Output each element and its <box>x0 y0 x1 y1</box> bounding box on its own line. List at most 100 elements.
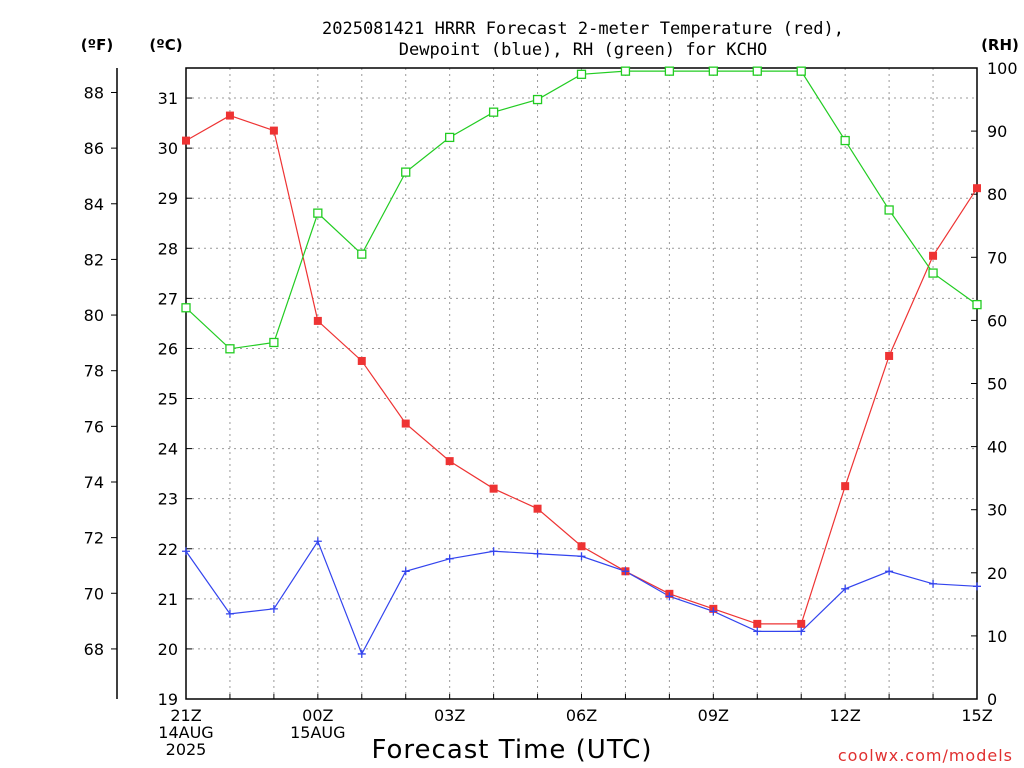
rh-point <box>840 135 850 146</box>
x-tick-label: 03Z <box>434 706 465 725</box>
rh-point <box>620 66 631 76</box>
celsius-unit-label: (ºC) <box>149 36 182 54</box>
rh-tick-label: 60 <box>987 311 1007 330</box>
rh-point <box>928 268 938 278</box>
celsius-tick-label: 23 <box>158 490 178 509</box>
dewpoint-point <box>753 627 762 636</box>
x-axis-title: Forecast Time (UTC) <box>371 735 652 765</box>
celsius-tick-label: 31 <box>158 89 178 108</box>
axes <box>111 67 978 700</box>
fahrenheit-tick-label: 78 <box>84 362 104 381</box>
dewpoint-point <box>269 604 278 613</box>
rh-point <box>181 303 191 313</box>
x-tick-label: 00Z <box>302 706 333 725</box>
temperature-point <box>269 126 278 135</box>
dewpoint-point <box>841 584 850 593</box>
source-credit: coolwx.com/models <box>838 746 1013 765</box>
rh-tick-label: 10 <box>987 627 1007 646</box>
temperature-point <box>885 351 894 360</box>
x-tick-label: 15Z <box>961 706 992 725</box>
dewpoint-point <box>533 549 542 558</box>
rh-tick-label: 0 <box>987 690 997 709</box>
x-tick-label: 06Z <box>566 706 597 725</box>
temperature-point <box>182 136 190 145</box>
dewpoint-point <box>885 567 894 576</box>
temperature-point <box>753 619 762 628</box>
dewpoint-point <box>577 552 586 561</box>
rh-point <box>225 344 235 354</box>
rh-point <box>664 66 675 76</box>
dewpoint-point <box>797 627 806 636</box>
fahrenheit-unit-label: (ºF) <box>81 36 113 54</box>
rh-tick-label: 90 <box>987 122 1007 141</box>
rh-tick-label: 40 <box>987 438 1007 457</box>
chart-title-line2: Dewpoint (blue), RH (green) for KCHO <box>399 40 767 60</box>
plot-frame <box>185 67 978 700</box>
x-tick-label: 09Z <box>698 706 729 725</box>
dewpoint-point <box>621 567 630 576</box>
celsius-tick-label: 29 <box>158 189 178 208</box>
fahrenheit-tick-label: 68 <box>84 640 104 659</box>
dewpoint-point <box>357 649 366 658</box>
celsius-tick-label: 30 <box>158 139 178 158</box>
temperature-point <box>973 184 981 193</box>
rh-point <box>532 94 543 105</box>
dewpoint-point <box>182 547 190 556</box>
dewpoint-point <box>929 579 938 588</box>
celsius-tick-label: 19 <box>158 690 178 709</box>
grid-lines <box>186 68 977 699</box>
rh-point <box>313 208 323 218</box>
fahrenheit-tick-label: 86 <box>84 139 104 158</box>
fahrenheit-tick-label: 72 <box>84 529 104 548</box>
celsius-tick-label: 28 <box>158 239 178 258</box>
rh-point <box>708 66 718 76</box>
rh-point <box>401 167 411 177</box>
temperature-point <box>489 484 498 493</box>
celsius-tick-label: 24 <box>158 440 178 459</box>
rh-point <box>972 299 982 310</box>
rh-tick-label: 100 <box>987 59 1018 78</box>
rh-point <box>796 66 806 76</box>
x-tick-label: 14AUG <box>158 723 213 742</box>
rh-point <box>488 107 499 117</box>
dewpoint-point <box>225 609 234 618</box>
temperature-point <box>445 457 454 466</box>
temperature-point <box>401 419 410 428</box>
temperature-point <box>841 482 850 491</box>
celsius-tick-label: 22 <box>158 540 178 559</box>
fahrenheit-tick-label: 76 <box>84 417 104 436</box>
fahrenheit-tick-label: 80 <box>84 306 104 325</box>
rh-point <box>269 337 279 348</box>
rh-unit-label: (RH) <box>981 36 1019 54</box>
celsius-tick-label: 25 <box>158 390 178 409</box>
rh-tick-label: 80 <box>987 185 1007 204</box>
rh-tick-label: 30 <box>987 501 1007 520</box>
fahrenheit-tick-label: 70 <box>84 584 104 603</box>
dewpoint-point <box>445 554 454 563</box>
rh-series-line <box>185 70 978 350</box>
rh-point <box>884 205 894 215</box>
dewpoint-point <box>313 537 322 546</box>
dewpoint-point <box>489 547 498 556</box>
dewpoint-point <box>973 582 981 591</box>
x-tick-label: 2025 <box>166 740 207 759</box>
rh-point <box>752 66 762 76</box>
series-markers <box>181 66 982 658</box>
celsius-tick-label: 27 <box>158 289 178 308</box>
x-tick-label: 21Z <box>170 706 201 725</box>
tick-labels: 19 20 21 22 23 24 25 26 27 28 29 30 31 68 70 72 74 76 78 80… <box>84 59 1018 759</box>
rh-point <box>445 132 455 143</box>
temperature-point <box>797 619 806 628</box>
temperature-point <box>929 251 938 260</box>
dewpoint-point <box>709 607 718 616</box>
temperature-point <box>313 316 322 325</box>
rh-tick-label: 70 <box>987 248 1007 267</box>
fahrenheit-tick-label: 82 <box>84 250 104 269</box>
rh-tick-label: 50 <box>987 375 1007 394</box>
dewpoint-point <box>401 567 410 576</box>
celsius-tick-label: 20 <box>158 640 178 659</box>
x-tick-label: 15AUG <box>290 723 345 742</box>
x-tick-label: 12Z <box>830 706 861 725</box>
temperature-point <box>577 542 586 551</box>
